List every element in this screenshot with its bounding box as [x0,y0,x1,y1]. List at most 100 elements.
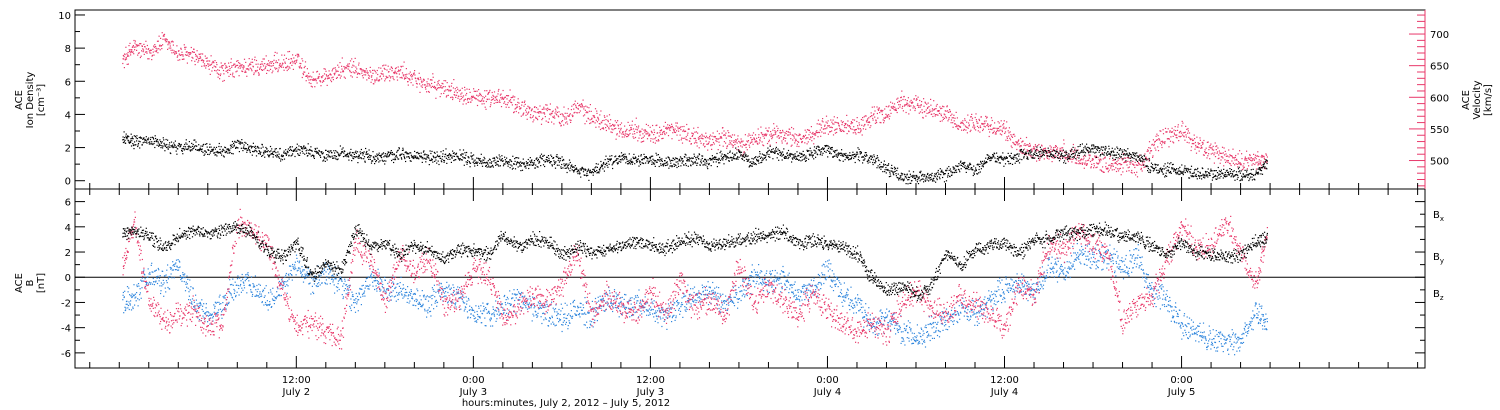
velocity-series-point [410,73,412,76]
density-series-point [404,158,406,160]
density-series-point [532,164,534,166]
density-series-point [271,148,273,150]
density-series-point [713,157,715,159]
velocity-series-point [506,98,508,100]
velocity-series-point [582,106,584,108]
velocity-series-point [657,140,659,142]
density-series-point [398,148,400,150]
velocity-series-point [668,128,670,130]
velocity-series-point [386,77,388,79]
density-series-point [688,159,690,161]
density-series-point [595,166,597,168]
density-series-point [307,143,309,145]
density-series-point [533,163,535,166]
velocity-series-point [990,128,992,130]
density-series-point [330,156,332,158]
density-series-point [379,160,381,162]
density-series-point [542,164,545,166]
density-series-point [405,151,407,153]
velocity-series-point [473,90,475,92]
velocity-series-point [265,55,267,57]
density-series-point [394,159,396,161]
density-series-point [130,145,133,147]
velocity-series-point [202,59,204,61]
velocity-series-point [1194,141,1196,144]
velocity-series-point [375,79,377,81]
velocity-series-point [1128,170,1130,172]
velocity-series-point [434,87,436,89]
density-series-point [401,158,403,160]
density-series-point [351,155,353,157]
density-series-point [716,158,718,161]
velocity-series-point [483,97,485,99]
velocity-series-point [735,139,737,141]
density-series-point [735,147,737,149]
velocity-series-point [829,126,831,128]
density-series-point [661,158,663,160]
density-series-point [162,145,164,147]
velocity-series-point [871,115,873,117]
density-series-point [834,151,836,154]
density-series-point [818,150,821,152]
velocity-series-point [279,63,281,65]
density-series-point [351,160,353,162]
velocity-series-point [369,70,371,72]
velocity-series-point [979,131,981,133]
density-series-point [753,163,755,165]
velocity-series-point [341,57,343,59]
velocity-series-point [141,50,143,52]
velocity-series-point [178,53,180,55]
velocity-series-point [884,116,887,118]
velocity-series-point [478,100,480,102]
velocity-series-point [967,114,969,116]
velocity-series-point [236,64,239,66]
density-series-point [668,157,670,159]
density-series-point [598,171,600,173]
velocity-series-point [994,127,996,129]
velocity-series-point [1236,163,1238,165]
density-series-point [217,151,220,153]
density-series-point [427,155,430,157]
velocity-series-point [579,110,581,112]
density-series-point [848,154,850,157]
density-series-point [600,165,602,167]
velocity-series-point [463,100,465,102]
velocity-series-point [1008,132,1010,134]
density-series-point [597,163,599,165]
velocity-series-point [284,61,286,63]
velocity-series-point [671,125,673,127]
velocity-series-point [516,106,518,108]
velocity-series-point [978,118,980,120]
velocity-series-point [693,127,695,129]
density-series-point [133,148,135,150]
density-series-point [741,158,743,160]
density-series-point [452,152,454,154]
density-series-point [249,151,251,154]
density-series-point [635,157,637,159]
density-series-point [499,156,501,158]
velocity-series-point [589,119,591,121]
density-series-point [496,160,498,162]
velocity-series-point [938,110,940,112]
velocity-series-point [1231,160,1233,162]
velocity-series-point [262,58,264,60]
velocity-series-point [1111,165,1113,167]
velocity-series-point [228,65,230,67]
velocity-series-point [235,65,237,67]
velocity-series-point [860,130,862,132]
density-series-point [862,162,864,164]
velocity-series-point [914,109,916,112]
velocity-series-point [1034,157,1036,159]
velocity-series-point [860,129,862,131]
density-series-point [839,152,842,154]
velocity-series-point [1164,142,1166,145]
velocity-series-point [858,128,860,130]
density-series-point [740,154,742,156]
velocity-series-point [180,47,182,49]
density-series-point [231,152,233,155]
velocity-series-point [749,146,751,148]
velocity-series-point [168,41,170,43]
density-series-point [384,163,386,165]
density-series-point [766,152,768,154]
velocity-series-point [876,122,878,124]
